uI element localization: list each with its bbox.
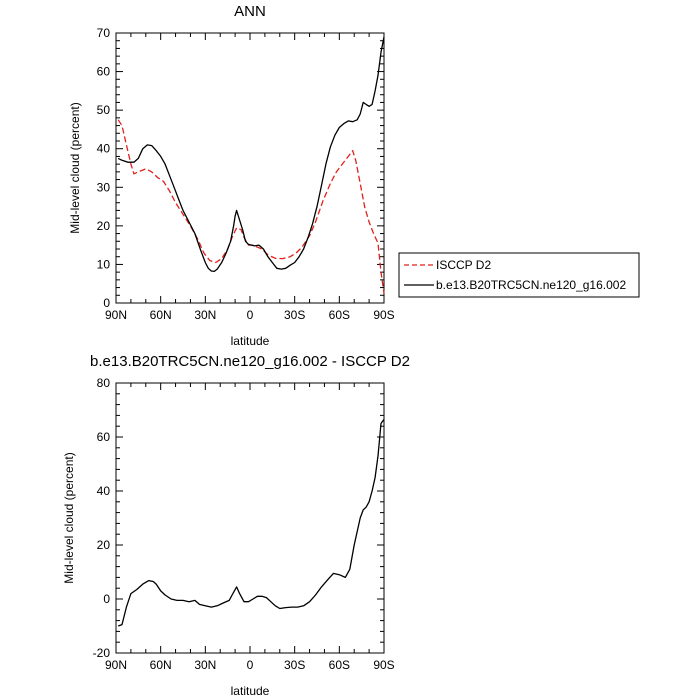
legend-label-model: b.e13.B20TRC5CN.ne120_g16.002: [436, 278, 626, 292]
y-tick-label: 60: [97, 65, 111, 79]
x-tick-label: 90N: [105, 658, 127, 672]
x-tick-label: 60N: [150, 308, 172, 322]
legend: ISCCP D2 b.e13.B20TRC5CN.ne120_g16.002: [398, 252, 640, 298]
mid-level-cloud-ann-panel: ANN latitude Mid-level cloud (percent) I…: [68, 3, 640, 348]
y-axis-label: Mid-level cloud (percent): [62, 452, 76, 583]
series-line-0: [117, 119, 385, 294]
x-tick-label: 30S: [284, 308, 305, 322]
legend-box: [398, 252, 640, 298]
x-tick-label: 90S: [373, 308, 394, 322]
y-tick-label: 70: [97, 26, 111, 40]
y-tick-label: 10: [97, 257, 111, 271]
y-tick-label: 50: [97, 103, 111, 117]
x-tick-label: 60S: [329, 658, 350, 672]
x-tick-label: 30N: [194, 658, 216, 672]
y-tick-label: 0: [103, 296, 110, 310]
x-tick-label: 90S: [373, 658, 394, 672]
x-tick-label: 0: [247, 308, 254, 322]
y-tick-label: 20: [97, 219, 111, 233]
y-tick-label: 40: [97, 484, 111, 498]
plot-frame: [115, 32, 385, 304]
y-tick-label: 60: [97, 430, 111, 444]
x-axis-label: latitude: [231, 684, 270, 698]
x-tick-label: 90N: [105, 308, 127, 322]
x-axis-label: latitude: [231, 334, 270, 348]
series-line-0: [117, 419, 385, 627]
x-tick-label: 30N: [194, 308, 216, 322]
y-tick-label: 40: [97, 142, 111, 156]
x-tick-label: 60N: [150, 658, 172, 672]
y-tick-label: 20: [97, 538, 111, 552]
series-line-1: [117, 36, 385, 273]
y-tick-label: 80: [97, 376, 111, 390]
x-tick-label: 60S: [329, 308, 350, 322]
y-tick-label: -20: [93, 646, 111, 660]
x-tick-label: 0: [247, 658, 254, 672]
chart-title: ANN: [234, 3, 266, 20]
difference-panel: b.e13.B20TRC5CN.ne120_g16.002 - ISCCP D2…: [62, 353, 410, 698]
chart-title: b.e13.B20TRC5CN.ne120_g16.002 - ISCCP D2: [90, 353, 410, 370]
x-tick-label: 30S: [284, 658, 305, 672]
y-axis-label: Mid-level cloud (percent): [68, 102, 82, 233]
y-tick-label: 30: [97, 180, 111, 194]
legend-label-isccp: ISCCP D2: [436, 258, 491, 272]
plot-frame: [115, 382, 385, 654]
y-tick-label: 0: [103, 592, 110, 606]
